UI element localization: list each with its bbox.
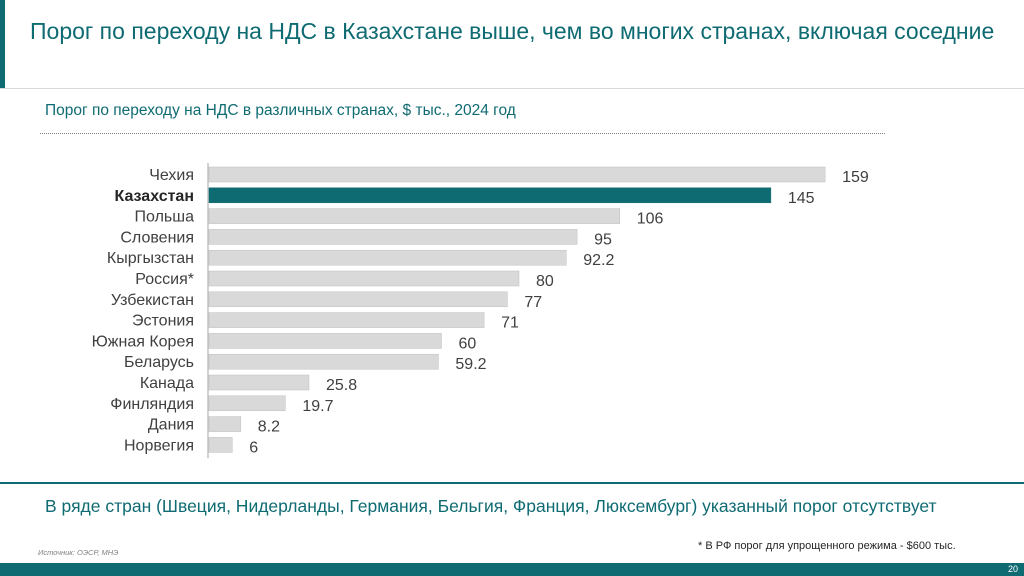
value-label: 19.7 xyxy=(302,398,333,415)
value-label: 95 xyxy=(594,231,612,248)
bar xyxy=(208,166,826,183)
category-label: Казахстан xyxy=(115,188,195,205)
chart-subtitle: Порог по переходу на НДС в различных стр… xyxy=(45,102,516,119)
bar xyxy=(208,249,567,266)
value-label: 71 xyxy=(501,315,519,332)
category-label: Узбекистан xyxy=(111,292,194,309)
bar xyxy=(208,229,578,245)
value-label: 6 xyxy=(249,439,258,456)
bar xyxy=(208,437,233,453)
title-accent-bar xyxy=(0,0,5,88)
value-label: 8.2 xyxy=(258,419,280,436)
category-label: Канада xyxy=(140,375,194,392)
category-label: Россия* xyxy=(135,271,194,288)
value-label: 106 xyxy=(637,211,664,228)
value-label: 60 xyxy=(459,335,477,352)
bar xyxy=(208,333,442,349)
category-label: Эстония xyxy=(132,313,194,330)
category-label: Норвегия xyxy=(124,437,194,454)
bottom-note-box xyxy=(0,482,1024,564)
bar xyxy=(208,395,286,412)
category-label: Польша xyxy=(135,209,195,226)
page-title: Порог по переходу на НДС в Казахстане вы… xyxy=(30,18,995,44)
bottom-note: В ряде стран (Швеция, Нидерланды, Герман… xyxy=(45,496,937,516)
page-number: 20 xyxy=(1007,564,1018,574)
value-label: 77 xyxy=(524,294,542,311)
value-label: 159 xyxy=(842,169,869,186)
title-divider xyxy=(0,88,1024,89)
category-label: Дания xyxy=(148,417,194,434)
category-label: Южная Корея xyxy=(92,333,194,350)
category-label: Финляндия xyxy=(110,396,194,413)
category-label: Беларусь xyxy=(124,354,194,371)
bar xyxy=(208,374,310,391)
category-label: Чехия xyxy=(149,167,194,184)
bar xyxy=(208,312,485,328)
value-label: 92.2 xyxy=(583,252,614,269)
bar xyxy=(208,291,508,308)
bar xyxy=(208,270,520,287)
bar xyxy=(208,353,439,370)
bar-chart: Чехия 159 Казахстан 145 Польша 106 Словения 95 К… xyxy=(92,163,869,459)
category-label: Словения xyxy=(120,229,194,246)
footnote: * В РФ порог для упрощенного режима - $6… xyxy=(698,540,956,552)
value-label: 145 xyxy=(788,190,815,207)
bar xyxy=(208,187,772,204)
bar xyxy=(208,208,620,224)
footer-bar xyxy=(0,563,1024,576)
value-label: 59.2 xyxy=(455,356,486,373)
dotted-divider xyxy=(40,133,885,134)
category-label: Кыргызстан xyxy=(107,250,194,267)
source-note: Источник: ОЭСР, МНЭ xyxy=(38,548,119,557)
value-label: 80 xyxy=(536,273,554,290)
bar xyxy=(208,416,242,432)
value-label: 25.8 xyxy=(326,377,357,394)
